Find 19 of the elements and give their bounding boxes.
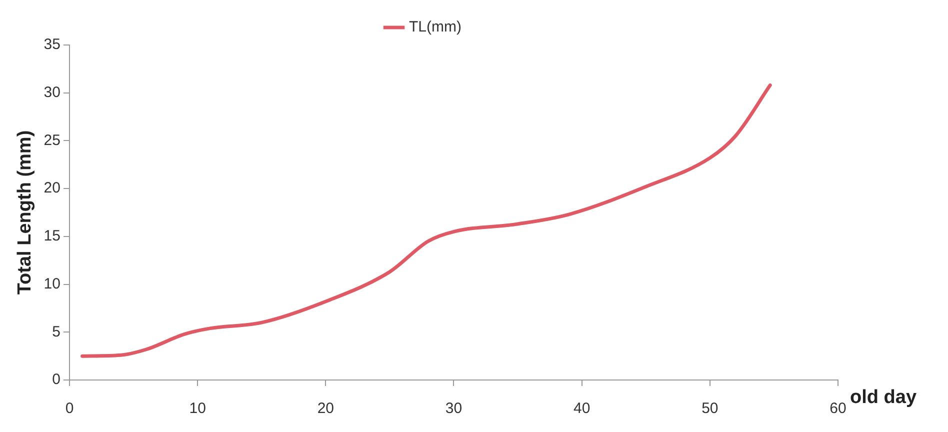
- x-axis-title: old day: [850, 387, 917, 408]
- x-tick-label: 30: [445, 400, 462, 418]
- y-tick-label: 0: [52, 371, 60, 388]
- y-tick-label: 20: [44, 180, 60, 197]
- line-series: [80, 83, 772, 358]
- x-tick-label: 10: [189, 400, 206, 418]
- y-tick-label: 10: [44, 275, 60, 292]
- y-tick-label: 25: [44, 132, 60, 149]
- x-tick-label: 20: [317, 400, 334, 418]
- x-tick-label: 40: [573, 400, 590, 418]
- y-tick-label: 5: [52, 323, 60, 340]
- legend-label: TL(mm): [409, 18, 462, 36]
- y-tick-label: 30: [44, 84, 60, 101]
- y-tick-label: 15: [44, 228, 60, 245]
- x-tick-label: 50: [702, 400, 718, 418]
- x-tick-label: 0: [65, 400, 74, 418]
- x-tick-label: 60: [830, 400, 846, 418]
- y-axis-title: Total Length (mm): [14, 130, 36, 295]
- y-tick-label: 35: [44, 36, 60, 54]
